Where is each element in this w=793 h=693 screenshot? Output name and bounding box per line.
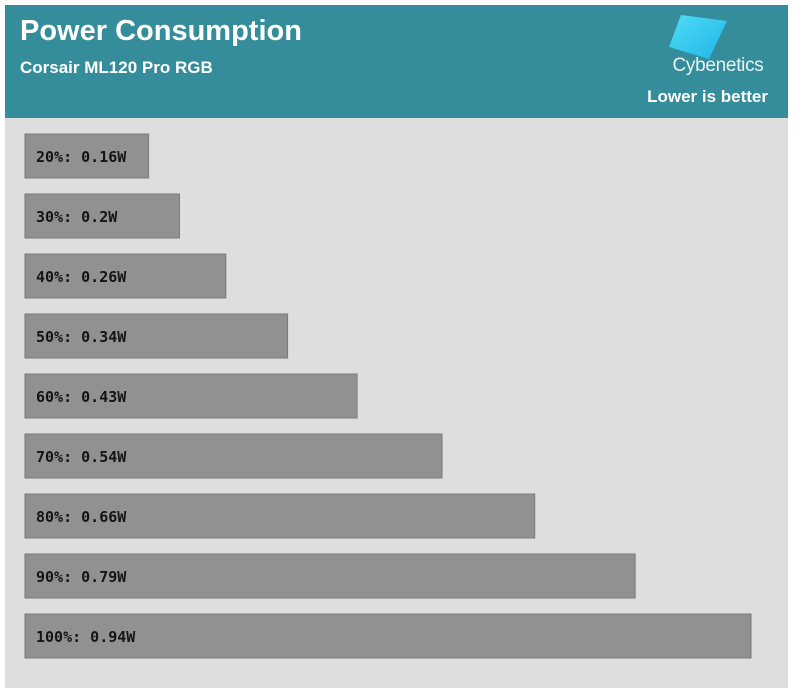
bar-20%	[24, 133, 150, 179]
bar-60%	[24, 373, 358, 419]
bar-label-20%: 20%: 0.16W	[36, 148, 127, 166]
cybenetics-logo-text: Cybenetics	[672, 55, 764, 76]
bar-chart: 20%: 0.16W 30%: 0.2W 40%: 0.26W 50%: 0.34W 6…	[24, 133, 752, 659]
chart-frame: Power Consumption Corsair ML120 Pro RGB …	[5, 5, 788, 688]
bar-label-60%: 60%: 0.43W	[36, 388, 127, 406]
bar-label-70%: 70%: 0.54W	[36, 448, 127, 466]
bar-30%	[24, 193, 180, 239]
bar-label-100%: 100%: 0.94W	[36, 628, 136, 646]
bar-label-30%: 30%: 0.2W	[36, 208, 118, 226]
bar-label-40%: 40%: 0.26W	[36, 268, 127, 286]
cybenetics-logo-icon	[669, 15, 727, 59]
bar-100%	[24, 613, 752, 659]
bar-90%	[24, 553, 636, 599]
bar-70%	[24, 433, 443, 479]
bar-50%	[24, 313, 289, 359]
bar-40%	[24, 253, 227, 299]
bar-label-50%: 50%: 0.34W	[36, 328, 127, 346]
bar-80%	[24, 493, 536, 539]
chart-header: Power Consumption Corsair ML120 Pro RGB …	[5, 5, 788, 118]
chart-subtitle: Corsair ML120 Pro RGB	[20, 58, 213, 77]
bar-label-90%: 90%: 0.79W	[36, 568, 127, 586]
lower-is-better-note: Lower is better	[647, 87, 768, 106]
bar-label-80%: 80%: 0.66W	[36, 508, 127, 526]
chart-title: Power Consumption	[20, 15, 302, 47]
